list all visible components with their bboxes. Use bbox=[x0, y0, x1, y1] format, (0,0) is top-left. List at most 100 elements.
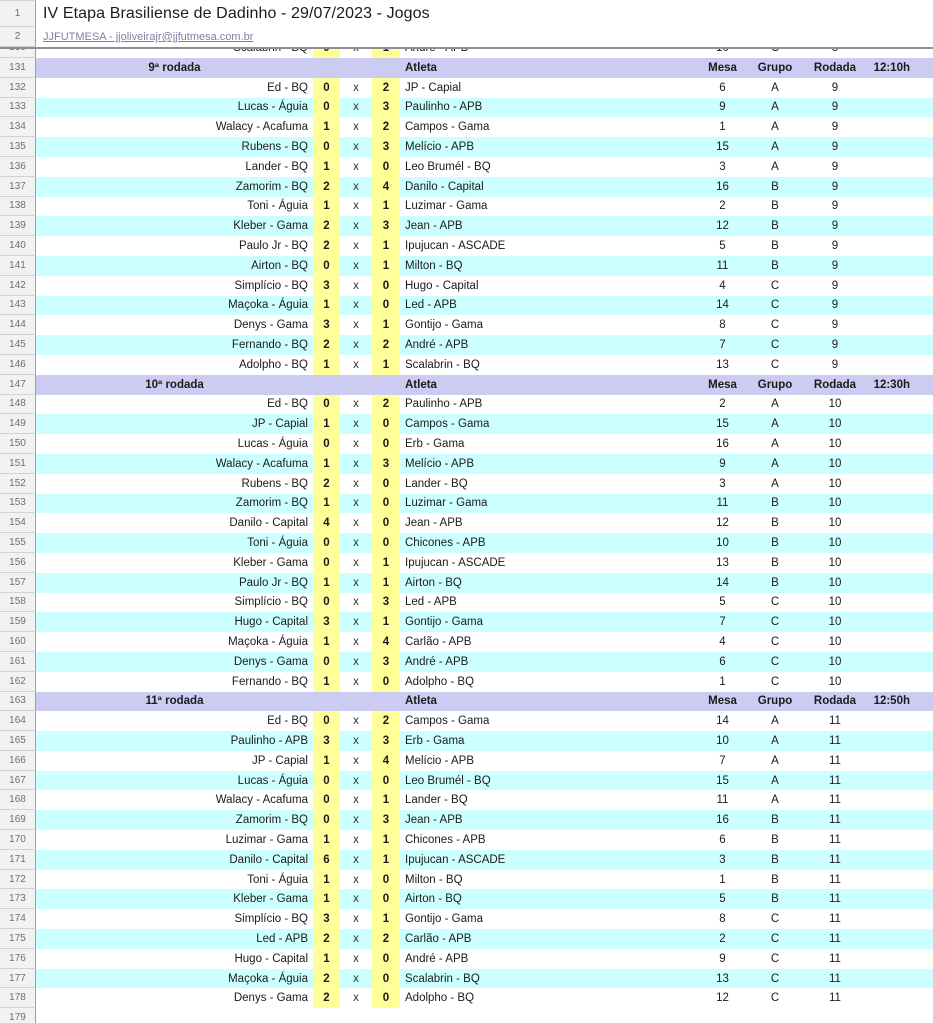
versus-cell[interactable]: x bbox=[340, 552, 372, 573]
mesa-cell[interactable]: 9 bbox=[700, 948, 745, 969]
mesa-cell[interactable]: 16 bbox=[700, 434, 745, 454]
grupo-cell[interactable]: B bbox=[745, 552, 805, 573]
grupo-cell[interactable]: C bbox=[745, 909, 805, 930]
rodada-cell[interactable]: 10 bbox=[805, 651, 865, 672]
versus-cell[interactable]: x bbox=[340, 929, 372, 949]
player2-cell[interactable]: Gontijo - Gama bbox=[400, 909, 700, 930]
score1-cell[interactable]: 3 bbox=[313, 315, 340, 336]
score2-cell[interactable]: 0 bbox=[372, 671, 400, 692]
mesa-cell[interactable]: 15 bbox=[700, 137, 745, 157]
score1-cell[interactable]: 0 bbox=[313, 137, 340, 157]
player1-cell[interactable]: Simplício - BQ bbox=[36, 909, 313, 930]
row-number[interactable]: 161 bbox=[0, 651, 36, 672]
player2-cell[interactable]: Ipujucan - ASCADE bbox=[400, 849, 700, 870]
time-cell[interactable] bbox=[865, 948, 933, 969]
mesa-cell[interactable]: 6 bbox=[700, 830, 745, 850]
grupo-cell[interactable]: C bbox=[745, 651, 805, 672]
score1-cell[interactable]: 0 bbox=[313, 711, 340, 732]
time-cell[interactable] bbox=[865, 513, 933, 534]
rodada-cell[interactable]: 11 bbox=[805, 750, 865, 771]
score2-cell[interactable]: 1 bbox=[372, 354, 400, 375]
row-number[interactable]: 132 bbox=[0, 77, 36, 98]
rodada-cell[interactable]: 10 bbox=[805, 572, 865, 593]
time-cell[interactable] bbox=[865, 1008, 933, 1023]
row-number[interactable]: 167 bbox=[0, 770, 36, 791]
row-number[interactable]: 2 bbox=[0, 27, 36, 47]
player1-cell[interactable]: Fernando - BQ bbox=[36, 335, 313, 355]
player1-cell[interactable]: Luzimar - Gama bbox=[36, 830, 313, 850]
grupo-cell[interactable]: B bbox=[745, 176, 805, 197]
row-number[interactable]: 168 bbox=[0, 790, 36, 811]
player1-cell[interactable]: JP - Capial bbox=[36, 750, 313, 771]
score1-cell[interactable]: 0 bbox=[313, 394, 340, 415]
mesa-cell[interactable]: 13 bbox=[700, 354, 745, 375]
row-number[interactable]: 173 bbox=[0, 889, 36, 910]
rodada-cell[interactable]: 11 bbox=[805, 988, 865, 1009]
rodada-cell[interactable]: 10 bbox=[805, 394, 865, 415]
versus-cell[interactable]: x bbox=[340, 453, 372, 474]
mesa-cell[interactable]: 3 bbox=[700, 849, 745, 870]
player1-cell[interactable]: Danilo - Capital bbox=[36, 849, 313, 870]
row-number[interactable]: 135 bbox=[0, 137, 36, 157]
time-cell[interactable] bbox=[865, 49, 933, 58]
grupo-cell[interactable]: C bbox=[745, 275, 805, 296]
grupo-cell[interactable]: B bbox=[745, 255, 805, 276]
score1-cell[interactable]: 2 bbox=[313, 968, 340, 989]
player1-cell[interactable]: Ed - BQ bbox=[36, 394, 313, 415]
score1-cell[interactable]: 1 bbox=[313, 156, 340, 177]
mesa-cell[interactable]: 9 bbox=[700, 453, 745, 474]
player1-cell[interactable]: Led - APB bbox=[36, 929, 313, 949]
mesa-cell[interactable]: 7 bbox=[700, 335, 745, 355]
score1-cell[interactable]: 0 bbox=[313, 810, 340, 831]
versus-cell[interactable]: x bbox=[340, 830, 372, 850]
row-number[interactable]: 179 bbox=[0, 1008, 36, 1023]
score1-cell[interactable]: 0 bbox=[313, 255, 340, 276]
score1-cell[interactable]: 1 bbox=[313, 117, 340, 138]
score1-cell[interactable] bbox=[313, 1008, 340, 1023]
player1-cell[interactable]: JP - Capial bbox=[36, 414, 313, 435]
atleta-header[interactable]: Atleta bbox=[400, 374, 700, 395]
row-number[interactable]: 139 bbox=[0, 216, 36, 237]
versus-cell[interactable]: x bbox=[340, 156, 372, 177]
time-cell[interactable] bbox=[865, 592, 933, 613]
player1-cell[interactable]: Danilo - Capital bbox=[36, 513, 313, 534]
player2-cell[interactable]: André - APB bbox=[400, 335, 700, 355]
player1-cell[interactable]: Paulinho - APB bbox=[36, 731, 313, 751]
time-cell[interactable] bbox=[865, 137, 933, 157]
score1-cell[interactable]: 2 bbox=[313, 929, 340, 949]
player2-cell[interactable]: Erb - Gama bbox=[400, 434, 700, 454]
versus-cell[interactable]: x bbox=[340, 671, 372, 692]
time-cell[interactable] bbox=[865, 711, 933, 732]
mesa-cell[interactable]: 15 bbox=[700, 770, 745, 791]
versus-cell[interactable]: x bbox=[340, 988, 372, 1009]
player1-cell[interactable]: Maçoka - Águia bbox=[36, 632, 313, 652]
rodada-cell[interactable]: 11 bbox=[805, 889, 865, 910]
time-cell[interactable] bbox=[865, 612, 933, 633]
time-cell[interactable] bbox=[865, 156, 933, 177]
player2-cell[interactable]: Airton - BQ bbox=[400, 572, 700, 593]
mesa-cell[interactable]: 2 bbox=[700, 929, 745, 949]
grupo-cell[interactable]: C bbox=[745, 592, 805, 613]
rodada-cell[interactable]: 9 bbox=[805, 97, 865, 118]
rodada-header[interactable]: Rodada bbox=[805, 58, 865, 78]
row-number[interactable]: 157 bbox=[0, 572, 36, 593]
versus-cell[interactable]: x bbox=[340, 968, 372, 989]
row-number[interactable]: 137 bbox=[0, 176, 36, 197]
mesa-cell[interactable]: 15 bbox=[700, 414, 745, 435]
versus-cell[interactable]: x bbox=[340, 651, 372, 672]
rodada-cell[interactable]: 9 bbox=[805, 295, 865, 316]
player2-cell[interactable]: Airton - BQ bbox=[400, 889, 700, 910]
rodada-cell[interactable]: 10 bbox=[805, 513, 865, 534]
row-number[interactable]: 134 bbox=[0, 117, 36, 138]
score1-cell[interactable]: 0 bbox=[313, 97, 340, 118]
player2-cell[interactable]: André - APB bbox=[400, 49, 700, 58]
versus-cell[interactable]: x bbox=[340, 909, 372, 930]
mesa-cell[interactable]: 16 bbox=[700, 810, 745, 831]
player1-cell[interactable]: Zamorim - BQ bbox=[36, 176, 313, 197]
player1-cell[interactable]: Kleber - Gama bbox=[36, 889, 313, 910]
row-number[interactable]: 148 bbox=[0, 394, 36, 415]
score2-cell[interactable]: 1 bbox=[372, 572, 400, 593]
mesa-cell[interactable]: 9 bbox=[700, 97, 745, 118]
row-number[interactable]: 169 bbox=[0, 810, 36, 831]
player2-cell[interactable]: Paulinho - APB bbox=[400, 394, 700, 415]
